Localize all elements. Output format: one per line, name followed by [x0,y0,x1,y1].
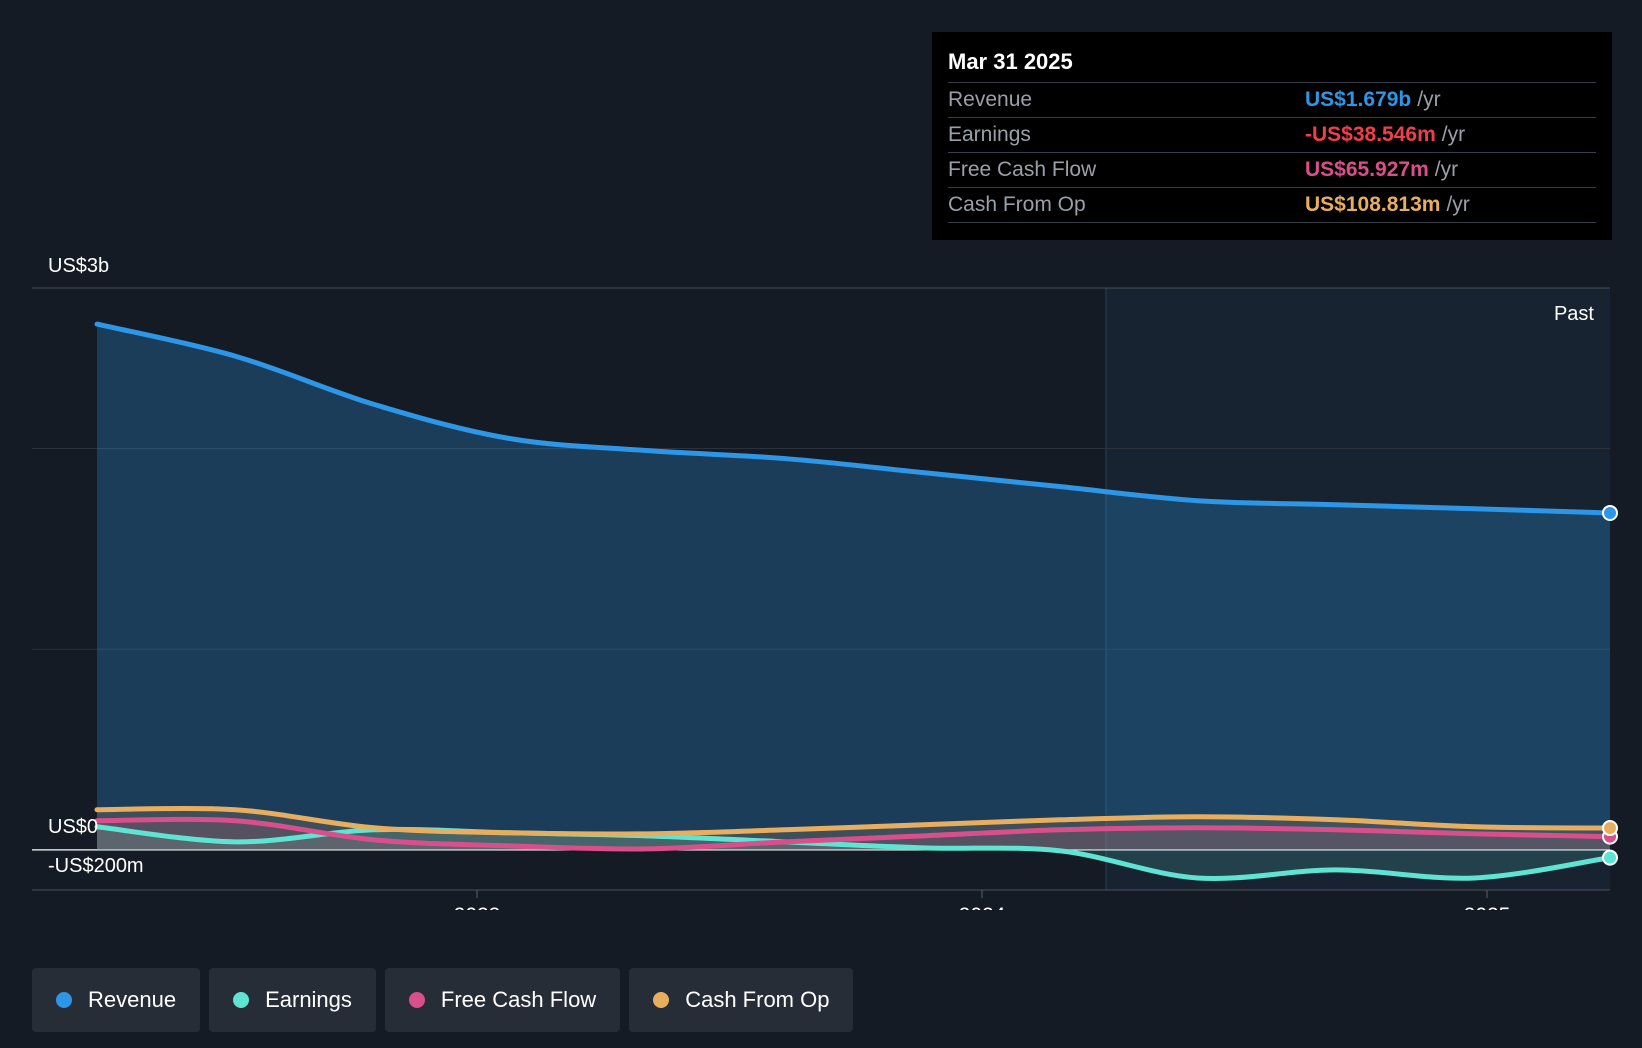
tooltip-unit: /yr [1446,193,1470,216]
line-earnings [94,824,1613,881]
legend-label: Revenue [88,987,177,1012]
tooltip-unit: /yr [1417,88,1441,111]
area-revenue [97,324,1610,850]
tooltip-label: Free Cash Flow [948,158,1097,181]
line-cash-from-op [94,805,1613,837]
tooltip-row-cash-from-op: Cash From Op US$108.813m /yr [948,188,1596,223]
tooltip-panel: Mar 31 2025 Revenue US$1.679b /yr Earnin… [932,32,1612,240]
legend-label: Cash From Op [685,987,830,1012]
endpoint-cash-from-op [1602,820,1618,837]
x-tick-2024: 2024 [959,904,1006,910]
y-tick-zero: US$0 [48,816,98,838]
y-tick-top: US$3b [48,255,109,277]
chart-canvas: US$3b US$0 -US$200m 2023 2024 2025 Past [32,255,1618,910]
y-tick-bottom: -US$200m [48,855,144,877]
tooltip-value-cash-from-op: US$108.813m [1305,193,1441,216]
area-free-cash-flow [97,819,1610,850]
line-free-cash-flow [94,816,1613,852]
endpoint-revenue [1602,504,1618,521]
legend-item-cash-from-op[interactable]: Cash From Op [629,968,854,1032]
legend-dot-icon [233,992,250,1008]
x-tick-2025: 2025 [1464,904,1511,910]
series-endpoints [1602,504,1618,866]
series-lines [94,321,1613,881]
tooltip-value-earnings: -US$38.546m [1305,123,1436,146]
x-axis-labels: 2023 2024 2025 [454,890,1511,910]
legend-dot-icon [653,992,670,1008]
tooltip-date: Mar 31 2025 [948,46,1596,83]
tooltip-value-free-cash-flow: US$65.927m [1305,158,1429,181]
legend-dot-icon [408,992,425,1008]
tooltip-label: Cash From Op [948,193,1086,216]
tooltip-row-earnings: Earnings -US$38.546m /yr [948,118,1596,153]
gridlines [32,287,1610,891]
legend-item-free-cash-flow[interactable]: Free Cash Flow [384,968,621,1032]
legend-item-earnings[interactable]: Earnings [209,968,376,1032]
tooltip-unit: /yr [1441,123,1466,146]
area-earnings [97,826,1610,879]
legend-item-revenue[interactable]: Revenue [32,968,201,1032]
tooltip-value-revenue: US$1.679b [1305,88,1412,111]
legend-label: Earnings [265,987,352,1012]
tooltip-label: Revenue [948,88,1033,111]
x-tick-2023: 2023 [454,904,501,910]
tooltip-unit: /yr [1434,158,1459,181]
endpoint-earnings [1602,849,1618,866]
tooltip-row-revenue: Revenue US$1.679b /yr [948,83,1596,118]
legend-label: Free Cash Flow [440,987,597,1012]
legend-dot-icon [56,992,72,1008]
y-axis-labels: US$3b US$0 -US$200m [48,255,144,877]
past-shade [1106,288,1610,890]
tooltip-row-free-cash-flow: Free Cash Flow US$65.927m /yr [948,153,1596,188]
past-label: Past [1554,303,1594,325]
tooltip-label: Earnings [948,123,1031,146]
legend: Revenue Earnings Free Cash Flow Cash Fro… [32,968,854,1032]
line-revenue [94,321,1613,516]
